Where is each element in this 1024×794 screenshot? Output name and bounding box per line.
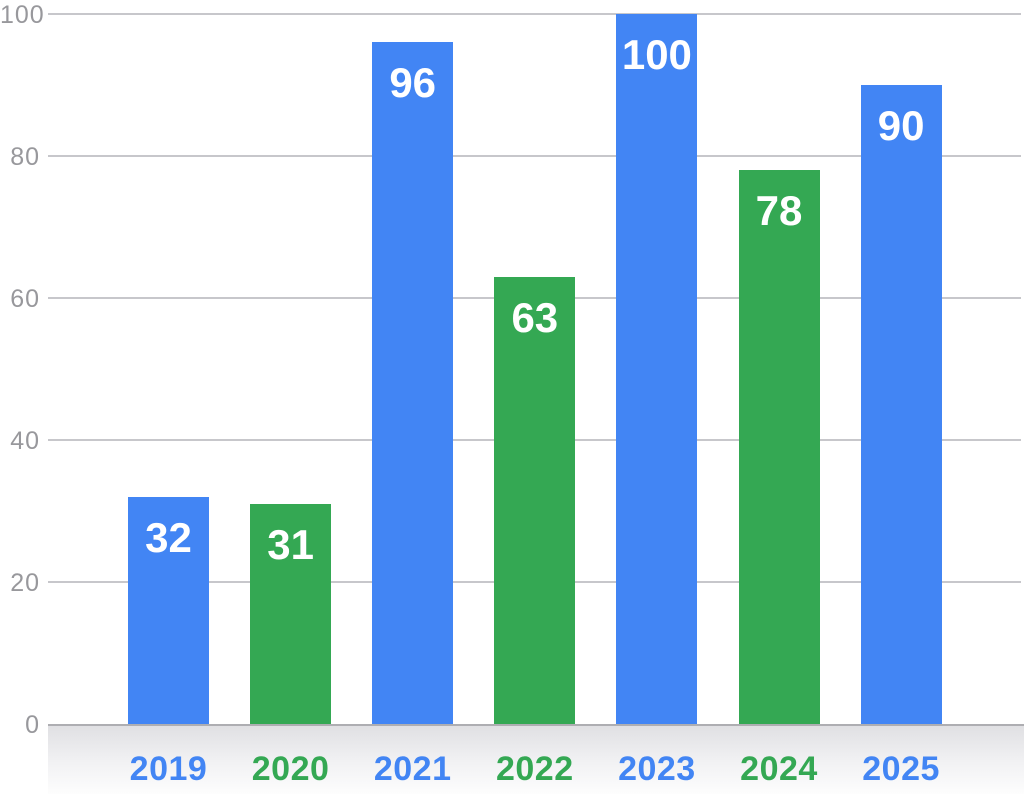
x-axis-line [48, 724, 1024, 726]
bar-value-label-2019: 32 [145, 513, 192, 561]
y-tick-label-40: 40 [10, 427, 40, 455]
y-tick-label-100: 100 [0, 1, 45, 29]
x-axis-band [48, 726, 1024, 794]
bar-2024: 78 [738, 170, 820, 724]
y-tick-label-60: 60 [10, 285, 40, 313]
x-tick-label-2019: 2019 [129, 750, 208, 788]
bar-2021: 96 [372, 42, 454, 724]
bar-2022: 63 [494, 276, 576, 724]
gridline-80 [48, 155, 1021, 157]
bar-2020: 31 [250, 503, 332, 724]
bar-2023: 100 [616, 14, 698, 724]
bar-value-label-2022: 63 [511, 293, 559, 341]
bar-2019: 32 [128, 496, 209, 724]
y-tick-label-0: 0 [25, 711, 40, 739]
bar-2025: 90 [860, 85, 942, 724]
x-tick-label-2020: 2020 [251, 750, 330, 788]
bar-value-label-2025: 90 [877, 102, 925, 149]
y-tick-label-20: 20 [10, 569, 40, 597]
bar-value-label-2020: 31 [267, 520, 314, 568]
x-tick-label-2024: 2024 [740, 750, 818, 788]
y-tick-label-80: 80 [10, 143, 40, 171]
bar-value-label-2023: 100 [621, 31, 692, 78]
bar-value-label-2021: 96 [389, 59, 437, 107]
x-tick-label-2021: 2021 [373, 750, 452, 788]
x-tick-label-2025: 2025 [862, 750, 940, 788]
bar-value-label-2024: 78 [755, 187, 803, 235]
x-tick-label-2023: 2023 [618, 750, 696, 788]
gridline-100 [48, 13, 1021, 15]
x-tick-label-2022: 2022 [495, 750, 574, 788]
